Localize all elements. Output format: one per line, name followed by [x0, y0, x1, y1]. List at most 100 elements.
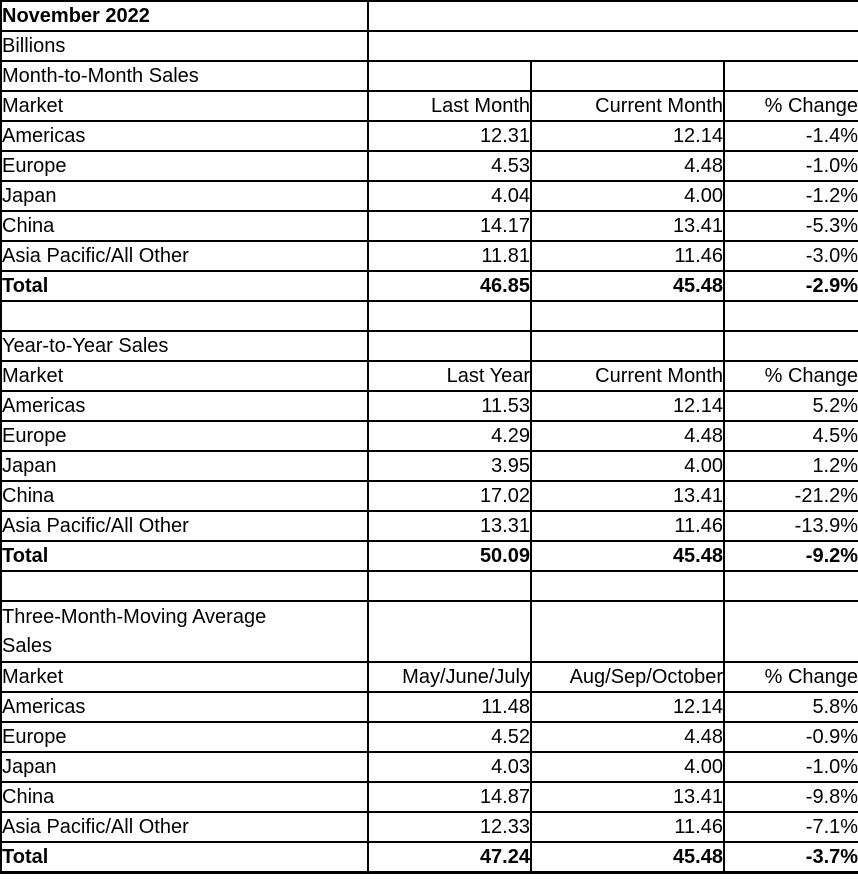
empty-cell: [530, 570, 725, 602]
market-cell: Americas: [0, 390, 369, 422]
market-cell: China: [0, 210, 369, 242]
section-label: Month-to-Month Sales: [0, 60, 369, 92]
empty-cell: [367, 600, 532, 663]
value-cell: 4.00: [530, 180, 725, 212]
empty-cell: [530, 600, 725, 663]
total-label: Total: [0, 841, 369, 874]
value-cell: 14.17: [367, 210, 532, 242]
value-cell: 13.41: [530, 781, 725, 813]
empty-cell: [0, 570, 369, 602]
value-cell: 4.00: [530, 751, 725, 783]
unit-spacer-cell: [366, 30, 858, 62]
total-pct: -3.7%: [722, 841, 858, 874]
value-cell: 12.14: [530, 120, 725, 152]
market-cell: Europe: [0, 150, 369, 182]
total-value: 46.85: [367, 270, 532, 302]
column-header-period1: Last Month: [367, 90, 532, 122]
total-value: 50.09: [367, 540, 532, 572]
value-cell: 13.31: [367, 510, 532, 542]
empty-cell: [367, 570, 532, 602]
market-cell: Europe: [0, 420, 369, 452]
market-cell: Americas: [0, 691, 369, 723]
value-cell: 11.81: [367, 240, 532, 272]
table-row: Europe 4.53 4.48 -1.0%: [0, 150, 858, 182]
value-cell: 4.48: [530, 721, 725, 753]
pct-cell: 4.5%: [722, 420, 858, 452]
table-row: China 17.02 13.41 -21.2%: [0, 480, 858, 512]
total-pct: -2.9%: [722, 270, 858, 302]
table-row: Europe 4.52 4.48 -0.9%: [0, 721, 858, 753]
market-cell: Europe: [0, 721, 369, 753]
value-cell: 4.03: [367, 751, 532, 783]
column-header-market: Market: [0, 90, 369, 122]
table-row: Americas 11.48 12.14 5.8%: [0, 691, 858, 723]
total-value: 47.24: [367, 841, 532, 874]
total-row: Total 50.09 45.48 -9.2%: [0, 540, 858, 572]
pct-cell: -1.2%: [722, 180, 858, 212]
pct-cell: -1.0%: [722, 150, 858, 182]
table-row: Japan 4.04 4.00 -1.2%: [0, 180, 858, 212]
column-header-pct-change: % Change: [722, 661, 858, 693]
empty-cell: [722, 570, 858, 602]
value-cell: 13.41: [530, 210, 725, 242]
column-header-period2: Current Month: [530, 360, 725, 392]
empty-cell: [530, 60, 725, 92]
section-label: Three-Month-Moving Average Sales: [0, 600, 369, 663]
pct-cell: -9.8%: [722, 781, 858, 813]
table-row: Europe 4.29 4.48 4.5%: [0, 420, 858, 452]
market-cell: China: [0, 781, 369, 813]
empty-cell: [367, 60, 532, 92]
pct-cell: -1.0%: [722, 751, 858, 783]
market-cell: Asia Pacific/All Other: [0, 510, 369, 542]
total-row: Total 47.24 45.48 -3.7%: [0, 841, 858, 874]
total-label: Total: [0, 270, 369, 302]
market-cell: Japan: [0, 751, 369, 783]
pct-cell: -13.9%: [722, 510, 858, 542]
value-cell: 3.95: [367, 450, 532, 482]
value-cell: 14.87: [367, 781, 532, 813]
section-label-row: Three-Month-Moving Average Sales: [0, 600, 858, 663]
table-row: China 14.17 13.41 -5.3%: [0, 210, 858, 242]
header-row: Market Last Year Current Month % Change: [0, 360, 858, 392]
market-cell: Asia Pacific/All Other: [0, 240, 369, 272]
total-value: 45.48: [530, 540, 725, 572]
value-cell: 12.14: [530, 390, 725, 422]
pct-cell: -1.4%: [722, 120, 858, 152]
value-cell: 11.46: [530, 811, 725, 843]
table-row: China 14.87 13.41 -9.8%: [0, 781, 858, 813]
title-spacer-cell: [366, 0, 858, 32]
pct-cell: -0.9%: [722, 721, 858, 753]
value-cell: 4.00: [530, 450, 725, 482]
value-cell: 4.04: [367, 180, 532, 212]
pct-cell: -5.3%: [722, 210, 858, 242]
table-row: Asia Pacific/All Other 12.33 11.46 -7.1%: [0, 811, 858, 843]
pct-cell: -7.1%: [722, 811, 858, 843]
column-header-period1: Last Year: [367, 360, 532, 392]
market-cell: Americas: [0, 120, 369, 152]
total-pct: -9.2%: [722, 540, 858, 572]
empty-cell: [367, 330, 532, 362]
pct-cell: 5.2%: [722, 390, 858, 422]
section-label-row: Month-to-Month Sales: [0, 60, 858, 92]
value-cell: 13.41: [530, 480, 725, 512]
table-row: Asia Pacific/All Other 11.81 11.46 -3.0%: [0, 240, 858, 272]
column-header-period1: May/June/July: [367, 661, 532, 693]
pct-cell: -3.0%: [722, 240, 858, 272]
column-header-pct-change: % Change: [722, 360, 858, 392]
empty-cell: [530, 300, 725, 332]
value-cell: 12.14: [530, 691, 725, 723]
empty-cell: [722, 60, 858, 92]
table-row: Japan 3.95 4.00 1.2%: [0, 450, 858, 482]
value-cell: 4.48: [530, 420, 725, 452]
market-cell: Japan: [0, 450, 369, 482]
total-row: Total 46.85 45.48 -2.9%: [0, 270, 858, 302]
report-title: November 2022: [0, 0, 369, 32]
value-cell: 11.53: [367, 390, 532, 422]
section-label-text: Three-Month-Moving Average Sales: [2, 605, 267, 657]
value-cell: 4.52: [367, 721, 532, 753]
empty-cell: [722, 300, 858, 332]
value-cell: 4.53: [367, 150, 532, 182]
value-cell: 4.48: [530, 150, 725, 182]
pct-cell: -21.2%: [722, 480, 858, 512]
